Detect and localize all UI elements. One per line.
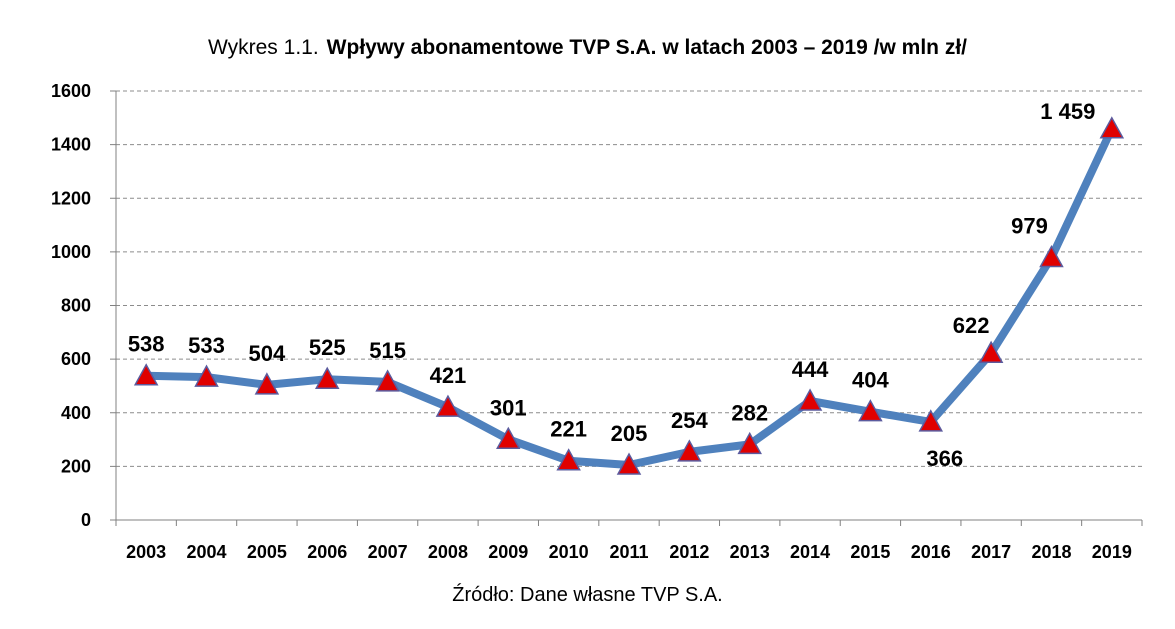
data-point-marker <box>918 409 944 432</box>
y-tick-label: 1400 <box>51 135 91 155</box>
data-label: 421 <box>430 363 467 388</box>
series-polyline <box>142 124 1116 469</box>
data-point-marker <box>314 366 340 389</box>
x-tick-label: 2007 <box>368 542 408 562</box>
data-label: 622 <box>953 313 990 338</box>
data-point-marker <box>978 340 1004 363</box>
data-point-marker <box>496 426 521 450</box>
x-tick-label: 2004 <box>187 542 227 562</box>
data-label: 525 <box>309 335 346 360</box>
data-label: 444 <box>792 357 829 382</box>
data-label: 366 <box>926 446 963 471</box>
data-label: 504 <box>249 341 286 366</box>
chart-title-prefix: Wykres 1.1. <box>208 36 319 59</box>
x-tick-label: 2014 <box>790 542 830 562</box>
series-line <box>142 124 1116 469</box>
y-tick-label: 200 <box>61 456 91 476</box>
data-point-marker <box>677 439 702 462</box>
data-labels: 538 533 504 525 515 421 301 221 205 254 282 444 404 3… <box>128 99 1096 471</box>
data-point-marker <box>133 363 159 386</box>
chart-title: Wykres 1.1. Wpływy abonamentowe TVP S.A. … <box>0 36 1175 60</box>
chart-title-main: Wpływy abonamentowe TVP S.A. w latach 20… <box>326 36 967 59</box>
y-tick-label: 400 <box>61 403 91 423</box>
source-note: Źródło: Dane własne TVP S.A. <box>452 584 723 606</box>
x-tick-label: 2008 <box>428 542 468 562</box>
data-point-marker <box>556 448 581 471</box>
data-point-marker <box>254 372 280 395</box>
data-point-marker <box>797 388 823 411</box>
data-point-marker <box>616 452 642 475</box>
x-tick-label: 2017 <box>971 542 1011 562</box>
y-tick-label: 1600 <box>51 81 91 101</box>
x-tick-label: 2012 <box>669 542 709 562</box>
data-point-marker <box>737 431 762 455</box>
y-tick-label: 800 <box>61 296 91 316</box>
data-label: 205 <box>611 421 648 446</box>
x-tick-label: 2016 <box>911 542 951 562</box>
y-tick-label: 1200 <box>51 188 91 208</box>
data-label: 221 <box>550 417 587 442</box>
axes <box>110 90 1143 526</box>
data-label: 301 <box>490 395 527 420</box>
data-point-marker <box>858 399 883 422</box>
x-tick-label: 2005 <box>247 542 287 562</box>
data-label: 538 <box>128 332 165 357</box>
data-label: 282 <box>731 400 768 425</box>
x-tick-labels: 2003 2004 2005 2006 2007 2008 2009 2010 2011 2012… <box>126 542 1132 562</box>
data-label: 254 <box>671 408 708 433</box>
data-point-marker <box>1039 244 1064 268</box>
data-point-marker <box>194 364 219 387</box>
data-label: 979 <box>1011 214 1048 239</box>
y-tick-labels: 0 200 400 600 800 1000 1200 1400 1600 <box>51 81 91 530</box>
data-point-marker <box>375 369 400 392</box>
grid-lines <box>116 90 1142 467</box>
data-point-marker <box>435 394 461 417</box>
y-tick-label: 0 <box>81 510 91 530</box>
data-markers <box>133 116 1125 475</box>
x-tick-label: 2010 <box>549 542 589 562</box>
x-tick-label: 2011 <box>609 542 648 562</box>
y-tick-label: 600 <box>61 349 91 369</box>
x-tick-label: 2003 <box>126 542 166 562</box>
data-label: 515 <box>369 338 406 363</box>
x-tick-label: 2019 <box>1092 542 1132 562</box>
x-tick-label: 2006 <box>307 542 347 562</box>
x-tick-label: 2009 <box>488 542 528 562</box>
data-point-marker <box>1099 116 1125 139</box>
x-tick-label: 2018 <box>1031 542 1071 562</box>
data-label: 404 <box>852 368 889 393</box>
x-tick-label: 2013 <box>730 542 770 562</box>
data-label: 533 <box>188 333 225 358</box>
data-label: 1 459 <box>1040 99 1095 124</box>
y-tick-label: 1000 <box>51 242 91 262</box>
x-tick-label: 2015 <box>850 542 890 562</box>
